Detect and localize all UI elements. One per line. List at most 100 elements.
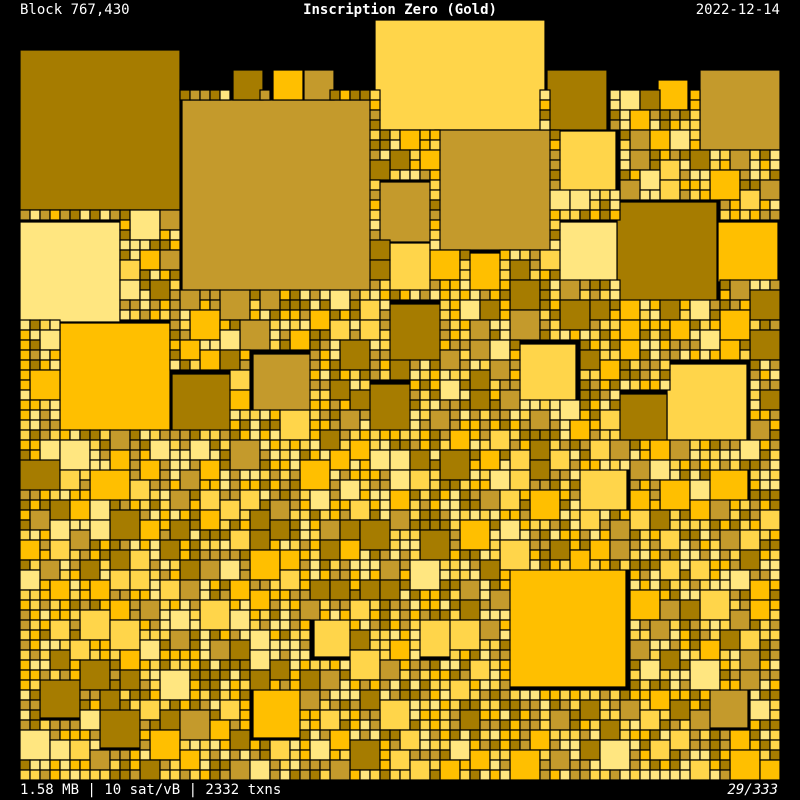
transaction-tile <box>659 759 671 771</box>
transaction-tile <box>529 489 561 521</box>
transaction-tile <box>469 389 491 411</box>
transaction-tile <box>439 489 451 501</box>
transaction-tile <box>429 459 441 471</box>
transaction-tile <box>569 469 581 481</box>
transaction-tile <box>439 569 451 581</box>
transaction-tile <box>759 499 771 511</box>
transaction-tile <box>689 659 721 691</box>
transaction-tile <box>749 599 771 621</box>
transaction-tile <box>89 579 111 601</box>
transaction-tile <box>709 159 721 171</box>
transaction-tile <box>329 749 341 761</box>
transaction-tile <box>309 369 321 381</box>
transaction-tile <box>319 339 331 351</box>
transaction-tile <box>369 349 381 361</box>
transaction-tile <box>429 759 441 771</box>
transaction-tile <box>369 619 381 631</box>
transaction-tile <box>29 649 41 661</box>
transaction-tile <box>759 529 771 541</box>
transaction-tile <box>479 739 491 751</box>
transaction-tile <box>89 649 101 661</box>
transaction-tile <box>459 549 471 561</box>
transaction-tile <box>179 449 191 461</box>
transaction-tile <box>669 629 681 641</box>
transaction-tile <box>209 479 221 491</box>
transaction-tile <box>689 129 701 141</box>
transaction-tile <box>539 289 551 301</box>
transaction-tile <box>459 519 491 551</box>
transaction-tile <box>709 149 721 161</box>
transaction-tile <box>559 299 591 331</box>
transaction-tile <box>299 599 321 621</box>
transaction-tile <box>689 709 711 731</box>
transaction-tile <box>289 499 301 511</box>
transaction-tile <box>669 719 681 731</box>
transaction-tile <box>399 539 411 551</box>
transaction-tile <box>629 619 641 631</box>
transaction-tile <box>449 319 461 331</box>
transaction-tile <box>429 749 441 761</box>
transaction-tile <box>479 469 491 481</box>
transaction-tile <box>599 279 611 291</box>
transaction-tile <box>529 519 541 531</box>
transaction-tile <box>759 759 781 781</box>
transaction-tile <box>169 359 181 371</box>
transaction-tile <box>719 679 731 691</box>
transaction-tile <box>289 319 301 331</box>
transaction-tile <box>329 449 351 471</box>
transaction-tile <box>29 349 41 361</box>
transaction-tile <box>449 739 471 761</box>
transaction-tile <box>469 549 481 561</box>
transaction-tile <box>439 399 451 411</box>
transaction-tile <box>629 539 641 551</box>
transaction-tile <box>419 129 431 141</box>
transaction-tile <box>419 739 431 751</box>
transaction-tile <box>149 719 161 731</box>
transaction-tile <box>429 409 451 431</box>
transaction-tile <box>769 209 781 221</box>
transaction-tile <box>349 589 361 601</box>
transaction-tile <box>129 599 141 611</box>
transaction-tile <box>79 689 91 701</box>
transaction-tile <box>179 309 191 321</box>
transaction-tile <box>449 309 461 321</box>
transaction-tile <box>289 639 301 651</box>
transaction-tile <box>509 339 521 351</box>
transaction-tile <box>469 499 481 511</box>
transaction-tile <box>289 659 301 671</box>
transaction-tile <box>459 659 471 671</box>
transaction-tile <box>409 619 421 631</box>
transaction-tile <box>149 539 161 551</box>
transaction-tile <box>739 649 761 671</box>
transaction-tile <box>569 719 581 731</box>
transaction-tile <box>599 359 621 381</box>
transaction-tile <box>499 329 511 341</box>
transaction-tile <box>639 189 651 201</box>
transaction-tile <box>569 549 591 571</box>
transaction-tile <box>439 759 461 781</box>
transaction-tile <box>699 469 711 481</box>
transaction-tile <box>269 499 291 521</box>
transaction-tile <box>49 209 61 221</box>
transaction-tile <box>649 739 671 761</box>
transaction-tile <box>479 589 491 601</box>
transaction-tile <box>749 569 761 581</box>
transaction-tile <box>49 349 61 361</box>
transaction-tile <box>19 221 121 323</box>
transaction-tile <box>29 509 51 531</box>
transaction-tile <box>589 409 601 421</box>
transaction-tile <box>199 479 211 491</box>
transaction-tile <box>499 289 511 301</box>
transaction-tile <box>759 149 771 161</box>
transaction-tile <box>709 459 721 471</box>
transaction-tile <box>269 769 281 781</box>
transaction-tile <box>769 659 781 671</box>
transaction-tile <box>689 179 701 191</box>
transaction-tile <box>449 649 461 661</box>
transaction-tile <box>19 609 31 621</box>
transaction-tile <box>109 649 121 661</box>
transaction-tile <box>389 359 411 381</box>
transaction-tile <box>179 599 191 611</box>
transaction-tile <box>709 519 721 531</box>
transaction-tile <box>99 449 111 461</box>
